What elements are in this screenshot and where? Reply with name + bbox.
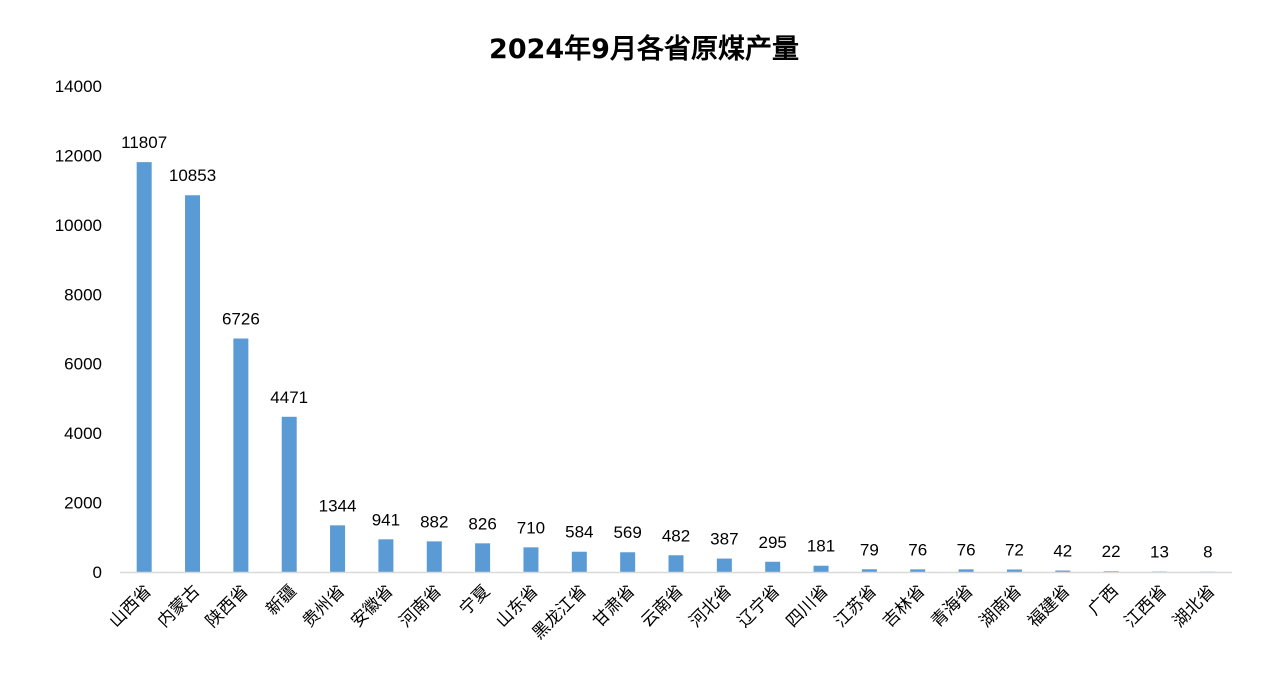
data-label: 882 xyxy=(420,512,448,531)
data-label: 22 xyxy=(1102,542,1121,561)
x-tick-label: 内蒙古 xyxy=(154,581,204,631)
x-tick-label: 云南省 xyxy=(637,581,687,631)
x-tick-label: 湖北省 xyxy=(1169,581,1219,631)
bar xyxy=(765,561,781,572)
x-tick-label: 新疆 xyxy=(263,581,301,619)
y-tick-label: 0 xyxy=(93,563,102,582)
data-label: 569 xyxy=(613,523,641,542)
bar xyxy=(330,525,346,572)
x-tick-label: 吉林省 xyxy=(879,581,929,631)
bar xyxy=(813,565,829,572)
y-tick-label: 12000 xyxy=(55,146,102,165)
bar xyxy=(426,541,442,572)
data-label: 584 xyxy=(565,523,593,542)
data-label: 482 xyxy=(662,526,690,545)
x-tick-label: 辽宁省 xyxy=(734,581,784,631)
bar xyxy=(1006,569,1022,572)
bar xyxy=(571,551,587,572)
bar xyxy=(185,195,201,572)
data-label: 6726 xyxy=(222,310,260,329)
y-tick-label: 2000 xyxy=(64,494,102,513)
x-tick-label: 河北省 xyxy=(686,581,736,631)
y-tick-label: 4000 xyxy=(64,424,102,443)
data-label: 42 xyxy=(1053,542,1072,561)
bar xyxy=(668,555,684,572)
data-label: 826 xyxy=(468,514,496,533)
data-label: 387 xyxy=(710,530,738,549)
bar xyxy=(281,416,297,572)
bar xyxy=(136,162,152,573)
data-label: 11807 xyxy=(121,133,167,152)
data-label: 181 xyxy=(807,537,835,556)
bar xyxy=(233,338,249,572)
x-tick-label: 安徽省 xyxy=(347,581,397,631)
y-tick-label: 6000 xyxy=(64,355,102,374)
bar xyxy=(475,543,491,572)
bar xyxy=(378,539,394,572)
y-axis-ticks: 0 2000 4000 6000 8000 10000 12000 14000 xyxy=(55,77,102,582)
data-label: 710 xyxy=(517,518,545,537)
data-label: 941 xyxy=(372,510,400,529)
x-tick-label: 青海省 xyxy=(927,581,977,631)
data-label: 8 xyxy=(1203,543,1212,562)
bar xyxy=(620,552,636,572)
y-tick-label: 14000 xyxy=(55,77,102,96)
bar xyxy=(523,547,539,572)
x-tick-label: 宁夏 xyxy=(456,581,494,619)
data-label: 72 xyxy=(1005,541,1024,560)
x-tick-label: 福建省 xyxy=(1024,581,1074,631)
x-tick-label: 山西省 xyxy=(106,581,156,631)
data-label: 10853 xyxy=(169,166,216,185)
bars-group xyxy=(136,162,1216,573)
x-tick-label: 河南省 xyxy=(396,581,446,631)
x-tick-label: 陕西省 xyxy=(202,581,252,631)
bar xyxy=(910,569,926,572)
x-tick-label: 四川省 xyxy=(782,581,832,631)
bar xyxy=(861,569,877,572)
data-label: 1344 xyxy=(319,496,357,515)
x-tick-label: 贵州省 xyxy=(299,581,349,631)
y-tick-label: 8000 xyxy=(64,285,102,304)
data-label: 4471 xyxy=(270,388,308,407)
bar xyxy=(958,569,974,572)
y-tick-label: 10000 xyxy=(55,216,102,235)
x-tick-label: 江苏省 xyxy=(831,581,881,631)
x-tick-label: 广西 xyxy=(1084,581,1122,619)
data-label: 13 xyxy=(1150,543,1169,562)
bar xyxy=(1055,570,1071,572)
x-tick-label: 江西省 xyxy=(1121,581,1171,631)
x-tick-label: 湖南省 xyxy=(976,581,1026,631)
data-label: 79 xyxy=(860,540,879,559)
x-tick-label: 甘肃省 xyxy=(589,581,639,631)
x-tick-label: 黑龙江省 xyxy=(529,581,591,643)
data-label: 76 xyxy=(957,540,976,559)
chart-title: 2024年9月各省原煤产量 xyxy=(489,33,799,65)
data-label: 295 xyxy=(759,533,787,552)
bar xyxy=(716,558,732,572)
data-label: 76 xyxy=(908,540,927,559)
bar xyxy=(1103,571,1119,572)
